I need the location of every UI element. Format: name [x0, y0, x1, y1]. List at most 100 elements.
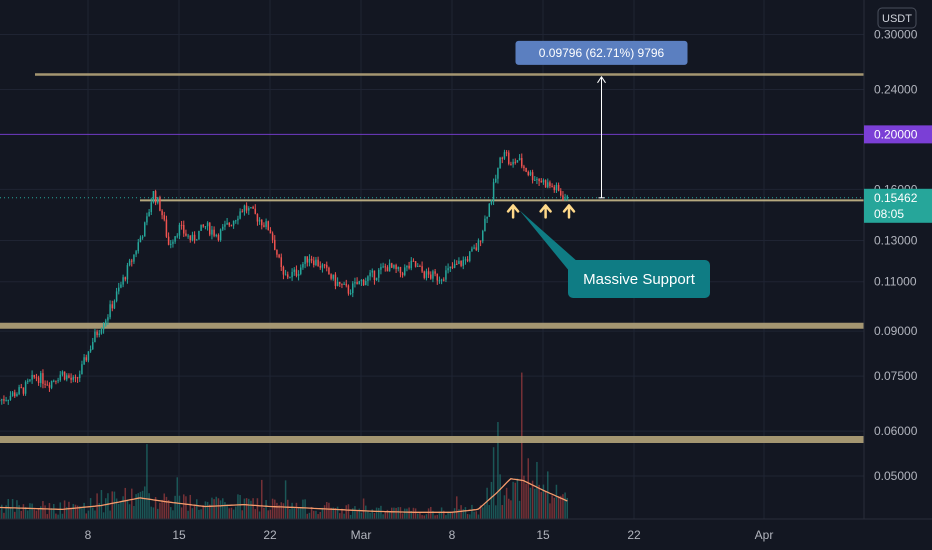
volume-bar	[531, 480, 534, 519]
volume-bar	[427, 508, 430, 519]
volume-bar	[271, 498, 274, 519]
candle-body	[102, 325, 105, 330]
candle-body	[37, 377, 40, 383]
candle-body	[180, 224, 183, 226]
price-tick-label: 0.05000	[874, 469, 918, 483]
candle-body	[150, 202, 153, 213]
candle-body	[497, 168, 499, 179]
candle-body	[250, 207, 252, 209]
currency-button[interactable]: USDT	[877, 7, 917, 29]
volume-bar	[378, 507, 380, 519]
candle-body	[144, 222, 146, 237]
candle-body	[211, 229, 213, 235]
volume-bar	[479, 505, 482, 519]
candle-body	[302, 263, 304, 268]
candle-body	[529, 172, 532, 175]
volume-bar	[202, 505, 205, 519]
candle-body	[538, 178, 540, 182]
volume-bar	[430, 506, 432, 519]
volume-bar	[553, 497, 556, 519]
candle-body	[128, 260, 131, 266]
volume-bar	[50, 507, 53, 519]
candle-body	[68, 375, 70, 378]
volume-bar	[341, 508, 343, 519]
candle-countdown: 08:05	[874, 207, 904, 221]
candle-body	[66, 375, 68, 380]
candle-body	[27, 380, 29, 382]
candle-body	[427, 271, 430, 275]
volume-bar	[549, 503, 551, 519]
candle-body	[239, 211, 241, 219]
candle-body	[516, 160, 519, 163]
candle-body	[241, 211, 244, 213]
candle-body	[419, 265, 421, 267]
volume-bar	[382, 514, 384, 519]
volume-bar	[542, 484, 545, 519]
volume-bar	[115, 498, 118, 519]
volume-bar	[425, 514, 428, 519]
candle-body	[367, 276, 369, 282]
candle-body	[332, 274, 335, 279]
candle-body	[170, 243, 172, 245]
volume-bar	[534, 488, 536, 519]
volume-bar	[380, 505, 382, 519]
volume-bar	[518, 500, 521, 519]
candle-body	[482, 231, 484, 242]
candle-body	[265, 221, 267, 227]
volume-bar	[406, 508, 408, 519]
candle-body	[289, 277, 291, 279]
volume-bar	[250, 500, 252, 519]
candle-body	[440, 279, 443, 281]
volume-bar	[521, 372, 523, 519]
volume-bar	[178, 495, 181, 519]
volume-bar	[9, 507, 12, 519]
candle-body	[453, 263, 456, 268]
volume-bar	[352, 508, 354, 519]
candle-body	[300, 267, 302, 274]
candle-body	[22, 387, 25, 394]
candle-body	[417, 265, 419, 267]
candle-body	[232, 220, 235, 226]
candle-body	[557, 184, 560, 191]
volume-bar	[391, 507, 393, 519]
volume-bar	[321, 507, 324, 519]
volume-bar	[37, 508, 40, 519]
current-price-label: 0.15462	[874, 191, 918, 205]
price-axis[interactable]: 0.300000.240000.160000.130000.110000.090…	[874, 27, 918, 483]
candle-body	[29, 379, 31, 381]
candle-body	[540, 181, 543, 183]
candle-body	[87, 351, 90, 361]
volume-bar	[111, 491, 114, 519]
volume-bar	[306, 513, 309, 519]
time-axis[interactable]: 8 15 22 Mar 8 15 22 Apr	[85, 528, 774, 542]
candle-body	[178, 224, 181, 236]
candle-body	[96, 331, 98, 336]
volume-bar	[219, 500, 222, 519]
volume-bar	[358, 508, 361, 519]
candle-body	[55, 380, 57, 382]
volume-bar	[557, 496, 560, 519]
candle-body	[469, 251, 471, 261]
volume-bar	[356, 509, 358, 519]
candle-body	[282, 267, 285, 275]
volume-bar	[475, 511, 478, 519]
candle-body	[131, 260, 133, 262]
volume-bar	[70, 507, 72, 519]
candle-body	[280, 257, 283, 268]
volume-bar	[434, 515, 436, 519]
candle-body	[53, 380, 55, 382]
volume-bar	[282, 503, 285, 519]
callout-text: Massive Support	[583, 271, 696, 288]
candle-body	[304, 256, 306, 264]
candle-body	[137, 242, 140, 252]
volume-bar	[419, 512, 421, 519]
candle-body	[235, 220, 237, 222]
volume-bar	[417, 513, 419, 519]
candle-body	[50, 380, 53, 388]
volume-bar	[35, 510, 38, 519]
volume-bar	[42, 501, 44, 519]
candle-body	[76, 377, 79, 379]
volume-bar	[477, 514, 480, 519]
volume-bar	[499, 474, 501, 519]
